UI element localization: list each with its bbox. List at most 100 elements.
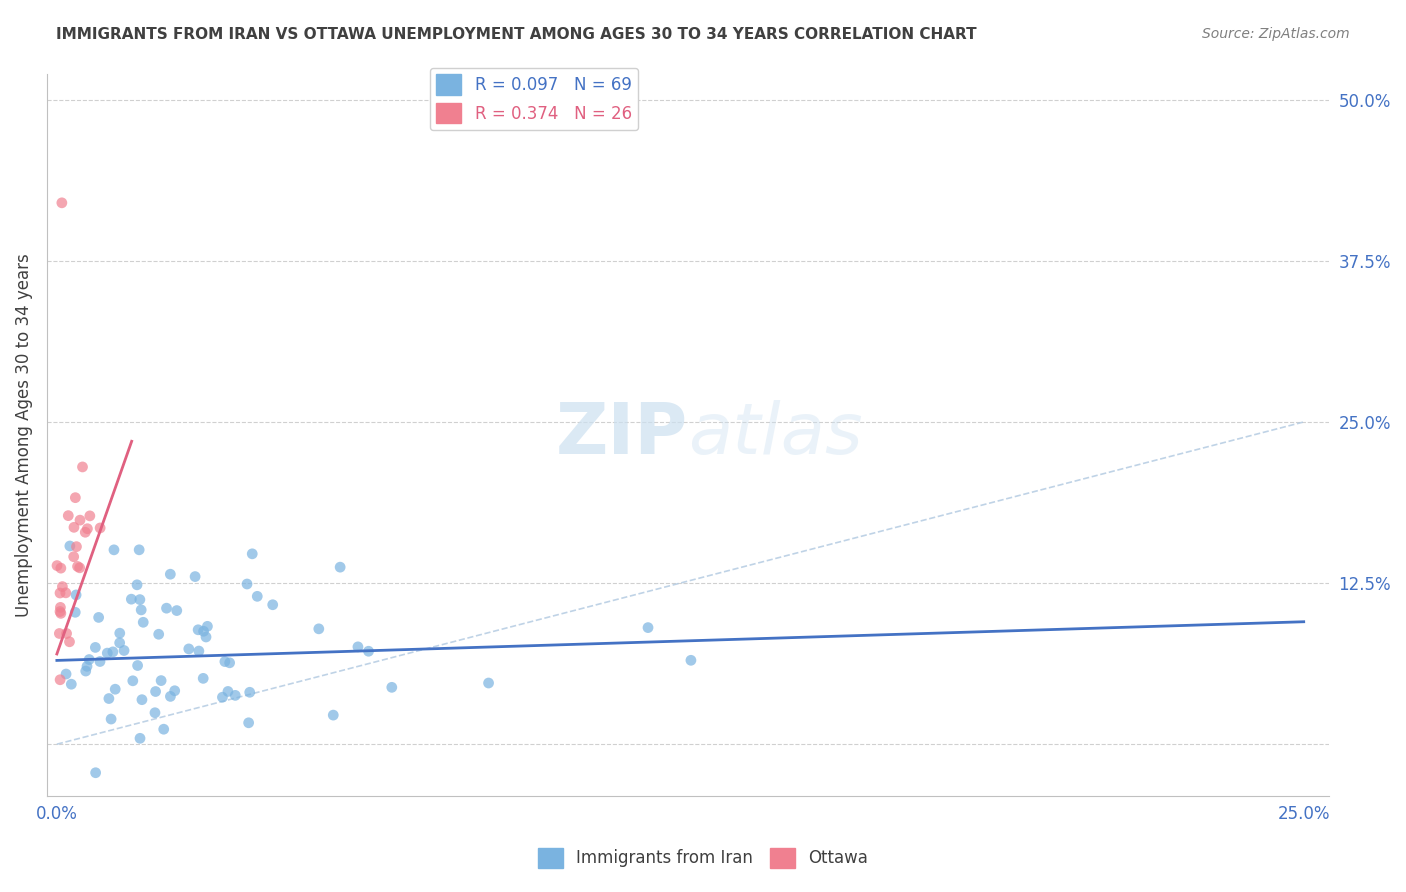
Point: [236, 577, 259, 591]
Point: [163, 683, 186, 698]
Point: [65, 605, 87, 619]
Point: [329, 560, 352, 574]
Point: [69, 513, 91, 527]
Point: [112, 643, 135, 657]
Point: [49, 605, 72, 619]
Point: [217, 684, 239, 698]
Point: [177, 641, 200, 656]
Point: [104, 682, 127, 697]
Point: [166, 603, 188, 617]
Point: [214, 655, 236, 669]
Point: [129, 731, 152, 746]
Point: [240, 547, 263, 561]
Point: [381, 681, 404, 695]
Point: [103, 542, 125, 557]
Point: [58, 508, 80, 523]
Point: [76, 659, 98, 673]
Point: [148, 627, 170, 641]
Point: [65, 491, 87, 505]
Point: [159, 690, 181, 704]
Point: [224, 689, 246, 703]
Point: [127, 658, 149, 673]
Point: [143, 706, 166, 720]
Point: [49, 607, 72, 621]
Text: IMMIGRANTS FROM IRAN VS OTTAWA UNEMPLOYMENT AMONG AGES 30 TO 34 YEARS CORRELATIO: IMMIGRANTS FROM IRAN VS OTTAWA UNEMPLOYM…: [56, 27, 977, 42]
Point: [347, 640, 370, 654]
Point: [125, 578, 148, 592]
Point: [84, 640, 107, 655]
Point: [51, 580, 73, 594]
Point: [55, 626, 77, 640]
Point: [129, 603, 152, 617]
Point: [159, 567, 181, 582]
Point: [79, 508, 101, 523]
Point: [195, 630, 218, 644]
Point: [51, 195, 73, 210]
Point: [62, 549, 84, 564]
Point: [84, 765, 107, 780]
Point: [89, 655, 111, 669]
Point: [69, 561, 91, 575]
Point: [246, 590, 269, 604]
Point: [187, 623, 209, 637]
Point: [100, 712, 122, 726]
Text: Source: ZipAtlas.com: Source: ZipAtlas.com: [1202, 27, 1350, 41]
Point: [66, 559, 89, 574]
Point: [108, 636, 131, 650]
Point: [637, 621, 659, 635]
Point: [55, 586, 77, 600]
Point: [65, 588, 87, 602]
Point: [211, 690, 233, 705]
Point: [262, 598, 284, 612]
Point: [97, 691, 120, 706]
Point: [128, 592, 150, 607]
Point: [58, 634, 80, 648]
Point: [65, 540, 87, 554]
Point: [59, 539, 82, 553]
Point: [60, 677, 83, 691]
Point: [184, 569, 207, 583]
Legend: R = 0.097   N = 69, R = 0.374   N = 26: R = 0.097 N = 69, R = 0.374 N = 26: [430, 68, 638, 130]
Point: [308, 622, 330, 636]
Point: [145, 684, 167, 698]
Point: [76, 522, 98, 536]
Point: [75, 525, 97, 540]
Point: [131, 692, 153, 706]
Point: [120, 592, 142, 607]
Text: ZIP: ZIP: [555, 401, 688, 469]
Point: [128, 542, 150, 557]
Point: [121, 673, 143, 688]
Point: [75, 664, 97, 678]
Point: [322, 708, 344, 723]
Point: [197, 619, 219, 633]
Point: [63, 520, 86, 534]
Point: [239, 685, 262, 699]
Point: [238, 715, 260, 730]
Point: [49, 586, 72, 600]
Point: [187, 644, 209, 658]
Point: [89, 521, 111, 535]
Point: [87, 610, 110, 624]
Point: [193, 671, 215, 685]
Point: [155, 601, 177, 615]
Point: [193, 624, 215, 639]
Y-axis label: Unemployment Among Ages 30 to 34 years: Unemployment Among Ages 30 to 34 years: [15, 253, 32, 616]
Point: [49, 600, 72, 615]
Point: [152, 722, 174, 736]
Point: [357, 644, 380, 658]
Point: [477, 676, 499, 690]
Point: [49, 561, 72, 575]
Legend: Immigrants from Iran, Ottawa: Immigrants from Iran, Ottawa: [531, 841, 875, 875]
Point: [150, 673, 173, 688]
Point: [218, 656, 240, 670]
Text: atlas: atlas: [688, 401, 862, 469]
Point: [77, 652, 100, 666]
Point: [48, 626, 70, 640]
Point: [72, 459, 94, 474]
Point: [108, 626, 131, 640]
Point: [46, 558, 69, 573]
Point: [679, 653, 702, 667]
Point: [101, 645, 124, 659]
Point: [55, 667, 77, 681]
Point: [96, 646, 118, 660]
